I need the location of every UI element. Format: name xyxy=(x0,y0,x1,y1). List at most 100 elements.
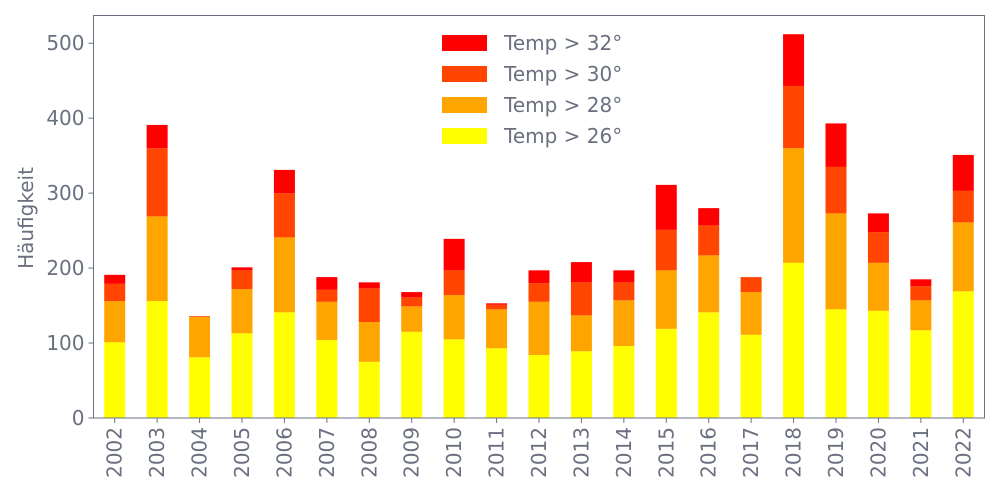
bar-segment-2002-series-0 xyxy=(104,342,126,418)
bar-segment-2022-series-3 xyxy=(952,154,974,191)
bar-segment-2012-series-3 xyxy=(528,270,550,284)
y-tick-label: 200 xyxy=(46,256,84,280)
bar-segment-2007-series-1 xyxy=(316,301,338,341)
bar-segment-2004-series-0 xyxy=(189,357,211,418)
bar-segment-2015-series-1 xyxy=(655,270,677,329)
bar-segment-2007-series-0 xyxy=(316,340,338,418)
x-tick-label: 2003 xyxy=(145,427,169,478)
bar-segment-2009-series-3 xyxy=(401,292,423,298)
bar-segment-2003-series-1 xyxy=(146,216,168,302)
bar-segment-2006-series-0 xyxy=(273,312,295,418)
bar-segment-2019-series-3 xyxy=(825,123,847,167)
bar-segment-2019-series-1 xyxy=(825,213,847,310)
bar-segment-2011-series-0 xyxy=(486,348,508,418)
bar-segment-2019-series-2 xyxy=(825,166,847,214)
bar-segment-2020-series-0 xyxy=(867,310,889,418)
x-tick-label: 2005 xyxy=(230,427,254,478)
bar-segment-2016-series-1 xyxy=(698,255,720,313)
bar-segment-2016-series-3 xyxy=(698,208,720,226)
bar-segment-2003-series-3 xyxy=(146,124,168,149)
bar-segment-2009-series-1 xyxy=(401,306,423,332)
bar-segment-2019-series-0 xyxy=(825,309,847,418)
bar-segment-2007-series-3 xyxy=(316,277,338,290)
x-tick-label: 2018 xyxy=(782,427,806,478)
x-tick-label: 2009 xyxy=(400,427,424,478)
y-tick-label: 500 xyxy=(46,31,84,55)
bar-segment-2009-series-0 xyxy=(401,331,423,418)
x-tick-label: 2016 xyxy=(697,427,721,478)
x-tick-label: 2007 xyxy=(315,427,339,478)
x-tick-label: 2017 xyxy=(739,427,763,478)
x-tick-label: 2014 xyxy=(612,427,636,478)
bar-segment-2008-series-1 xyxy=(358,322,380,362)
bar-segment-2015-series-2 xyxy=(655,229,677,271)
bar-segment-2014-series-1 xyxy=(613,300,635,347)
bar-segment-2020-series-1 xyxy=(867,262,889,311)
x-tick-label: 2015 xyxy=(654,427,678,478)
bar-segment-2017-series-1 xyxy=(740,292,762,335)
bar-segment-2005-series-3 xyxy=(231,267,253,271)
bar-segment-2014-series-3 xyxy=(613,270,635,283)
legend-label: Temp > 30° xyxy=(503,62,622,86)
x-tick-label: 2022 xyxy=(951,427,975,478)
y-tick-label: 400 xyxy=(46,106,84,130)
bar-segment-2004-series-1 xyxy=(189,316,211,358)
bar-segment-2010-series-0 xyxy=(443,339,465,418)
bar-segment-2013-series-0 xyxy=(570,351,592,418)
bar-segment-2021-series-3 xyxy=(910,279,932,287)
x-tick-label: 2013 xyxy=(569,427,593,478)
bar-segment-2022-series-2 xyxy=(952,190,974,223)
bar-segment-2004-series-2 xyxy=(189,316,211,317)
x-tick-label: 2004 xyxy=(188,427,212,478)
bar-segment-2021-series-2 xyxy=(910,286,932,301)
bar-segment-2009-series-2 xyxy=(401,297,423,307)
x-tick-label: 2012 xyxy=(527,427,551,478)
bar-segment-2008-series-3 xyxy=(358,282,380,289)
bar-segment-2011-series-2 xyxy=(486,304,508,310)
bar-segment-2005-series-0 xyxy=(231,333,253,418)
legend-swatch xyxy=(442,128,487,144)
bar-segment-2012-series-2 xyxy=(528,283,550,302)
bar-segment-2003-series-0 xyxy=(146,301,168,418)
bar-segment-2021-series-0 xyxy=(910,330,932,418)
x-tick-label: 2008 xyxy=(357,427,381,478)
bar-segment-2018-series-2 xyxy=(783,85,805,149)
x-tick-label: 2019 xyxy=(824,427,848,478)
bar-segment-2002-series-3 xyxy=(104,274,126,284)
bar-segment-2016-series-2 xyxy=(698,225,720,256)
bar-segment-2011-series-3 xyxy=(486,303,508,305)
y-axis-label: Häufigkeit xyxy=(14,167,38,269)
bar-segment-2013-series-3 xyxy=(570,262,592,283)
bar-segment-2017-series-2 xyxy=(740,277,762,293)
bar-segment-2022-series-1 xyxy=(952,222,974,292)
bar-segment-2008-series-0 xyxy=(358,361,380,418)
y-axis: 0 100 200 300 400 500 xyxy=(46,31,94,430)
bar-segment-2006-series-2 xyxy=(273,193,295,238)
legend: Temp > 32° Temp > 30° Temp > 28° Temp > 26° xyxy=(442,31,622,148)
bar-segment-2022-series-0 xyxy=(952,291,974,418)
bar-segment-2005-series-2 xyxy=(231,270,253,290)
bar-segment-2010-series-2 xyxy=(443,270,465,296)
x-tick-label: 2021 xyxy=(909,427,933,478)
bar-segment-2010-series-1 xyxy=(443,295,465,340)
bar-segment-2008-series-2 xyxy=(358,288,380,323)
bar-segment-2013-series-2 xyxy=(570,282,592,316)
bar-segment-2020-series-3 xyxy=(867,213,889,233)
bar-segment-2013-series-1 xyxy=(570,315,592,352)
y-tick-label: 300 xyxy=(46,181,84,205)
bar-segment-2002-series-1 xyxy=(104,301,126,343)
bar-segment-2014-series-0 xyxy=(613,346,635,418)
bar-segment-2015-series-3 xyxy=(655,184,677,230)
bar-segment-2007-series-2 xyxy=(316,289,338,302)
bar-segment-2018-series-0 xyxy=(783,262,805,418)
bar-segment-2011-series-1 xyxy=(486,309,508,349)
bar-segment-2021-series-1 xyxy=(910,300,932,331)
legend-swatch xyxy=(442,66,487,82)
bar-segment-2012-series-1 xyxy=(528,301,550,356)
x-tick-label: 2011 xyxy=(485,427,509,478)
bar-segment-2014-series-2 xyxy=(613,282,635,301)
bar-segment-2006-series-1 xyxy=(273,237,295,313)
x-tick-label: 2002 xyxy=(103,427,127,478)
legend-label: Temp > 32° xyxy=(503,31,622,55)
